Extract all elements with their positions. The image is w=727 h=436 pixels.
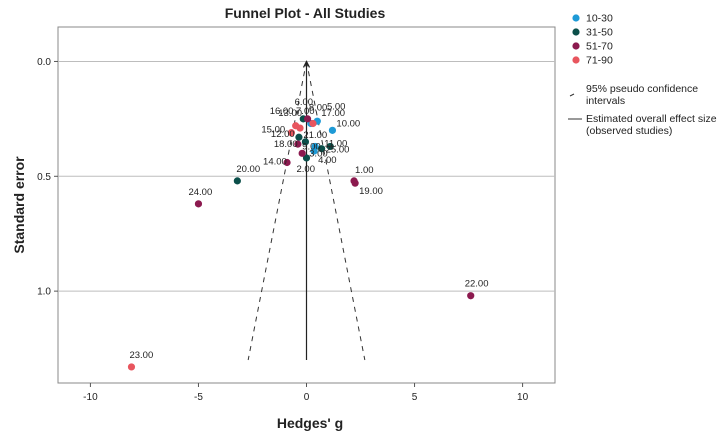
study-label: 11.00 [324,138,347,149]
study-point [351,179,359,187]
study-label: 15.00 [261,125,285,136]
study-label: 21.00 [303,130,327,141]
x-tick-label: 10 [517,392,529,403]
y-tick-label: 1.0 [37,287,51,298]
study-point [194,200,203,208]
study-label: 18.00 [274,139,298,150]
study-label: 9.00 [302,141,321,152]
study-label: 8.00 [309,102,328,113]
y-axis-title: Standard error [11,156,27,254]
x-tick-label: -10 [83,392,98,403]
legend-marker [572,28,580,36]
x-axis-ticks: -10 -5 0 5 10 [83,383,529,403]
x-tick-label: 0 [304,392,310,403]
legend-label: Estimated overall effect size (observed s… [586,113,717,137]
legend-marker [572,42,580,50]
study-label: 16.00 [270,106,294,117]
study-label: 2.00 [297,164,316,175]
legend: 10-30 31-50 51-70 71-90 95% pseudo confidenc… [568,13,717,137]
study-label: 3.00 [309,148,328,159]
study-point [328,126,337,134]
legend-dash-marker [569,93,575,97]
study-point [302,154,311,162]
legend-label: 71-90 [586,55,613,67]
study-label: 19.00 [359,186,383,197]
study-point [294,140,302,148]
study-point [310,147,318,155]
study-label: 20.00 [236,164,260,175]
legend-label: 95% pseudo confidence intervals [586,83,698,107]
study-point [318,145,326,153]
study-label: 10.00 [336,118,360,129]
chart-title: Funnel Plot - All Studies [225,5,386,21]
ci-line-left [247,61,307,361]
y-tick-label: 0.5 [37,172,51,183]
study-point [127,363,136,371]
study-label: 17.00 [321,108,345,119]
legend-marker [572,56,580,64]
ci-line-right [306,61,366,361]
y-tick-label: 0.0 [37,57,51,68]
study-point [287,129,295,137]
study-label: 5.00 [327,101,346,112]
study-point [298,149,306,157]
study-point [283,158,291,167]
legend-marker [572,14,580,22]
study-label: 25.00 [326,145,350,156]
study-label: 12.00 [271,129,295,140]
study-label: 4.00 [318,155,337,166]
legend-label: 31-50 [586,27,613,39]
study-label: 6.00 [295,97,314,108]
study-label: 24.00 [188,187,212,198]
study-point [309,119,317,128]
y-axis-ticks: 0.0 0.5 1.0 [37,57,58,298]
study-point [296,124,304,132]
confidence-interval-lines [247,60,366,361]
legend-label: 10-30 [586,13,613,25]
study-point [295,133,303,141]
study-point [233,177,241,185]
study-label: 7.00 [296,106,315,117]
study-label: 14.00 [263,157,287,168]
study-label: 23.00 [129,350,153,361]
study-point [301,138,310,146]
x-axis-title: Hedges' g [277,415,343,431]
legend-label: 51-70 [586,41,613,53]
study-point [303,115,312,123]
effect-size-arrow [302,60,311,68]
x-tick-label: -5 [194,392,203,403]
study-point [326,142,334,151]
study-label: 22.00 [465,279,489,290]
x-tick-label: 5 [412,392,418,403]
study-label: 1.00 [355,165,374,176]
study-label: 13.00 [278,108,302,119]
study-point [467,292,475,300]
study-points [127,115,475,371]
